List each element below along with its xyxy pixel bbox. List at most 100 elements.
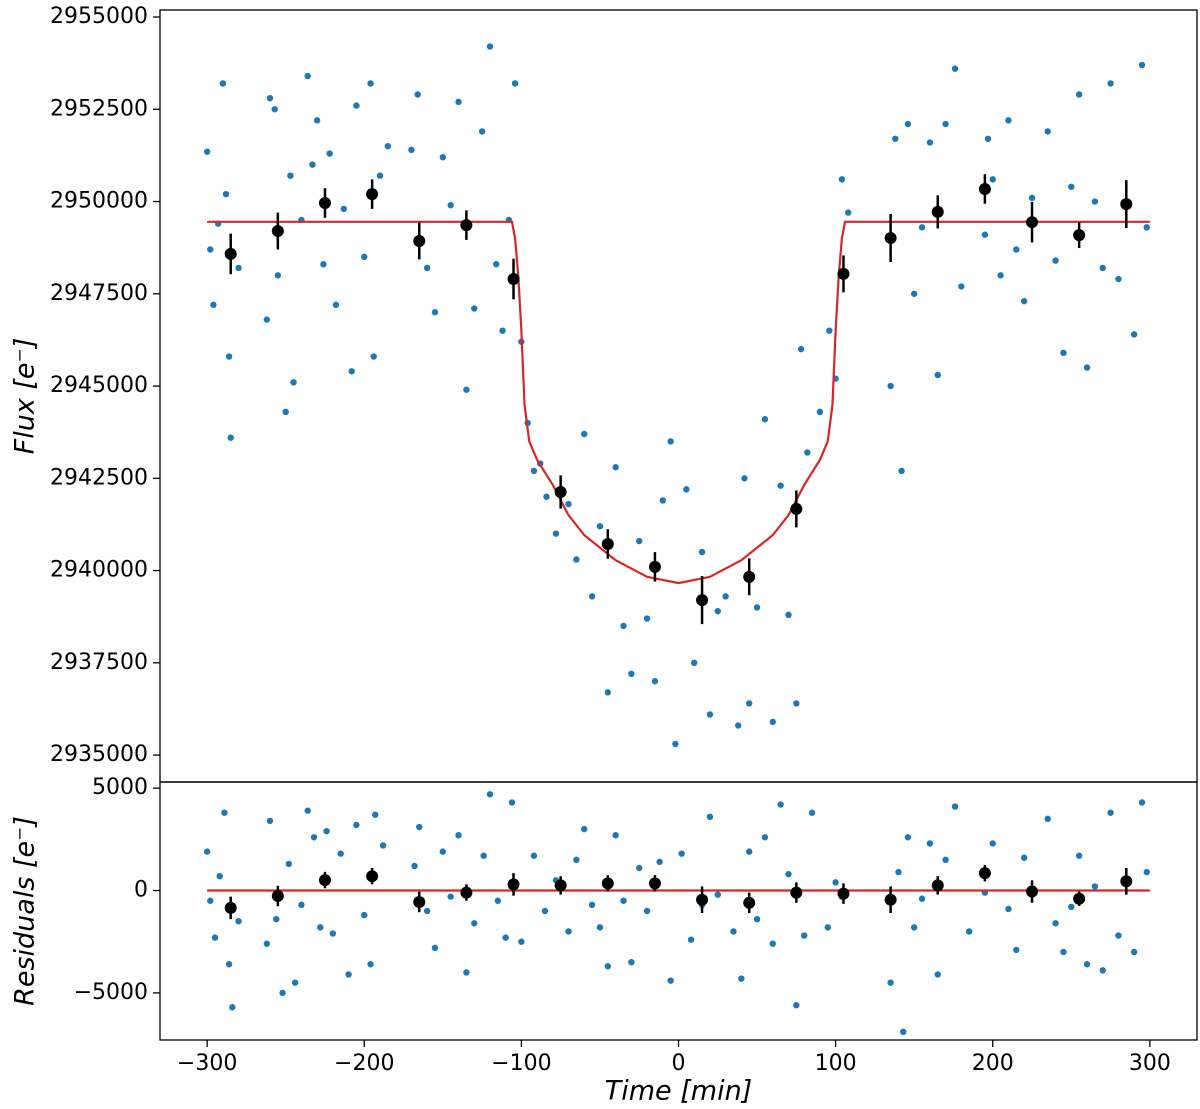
- data-point: [1107, 80, 1114, 87]
- data-point: [1044, 128, 1051, 135]
- data-point: [431, 309, 439, 316]
- binned-point: [224, 901, 237, 914]
- data-point: [345, 971, 352, 978]
- data-point: [667, 438, 674, 445]
- data-point: [636, 537, 643, 545]
- binned-point: [884, 232, 897, 245]
- data-point: [565, 928, 572, 935]
- y-tick-label: 2937500: [50, 650, 148, 675]
- data-point: [1099, 264, 1106, 272]
- x-tick-label: −300: [177, 1051, 237, 1076]
- data-point: [211, 934, 219, 941]
- binned-point: [790, 886, 803, 899]
- data-point: [1020, 297, 1028, 305]
- data-point: [951, 65, 959, 72]
- data-point: [951, 803, 959, 810]
- data-point: [824, 924, 831, 931]
- data-point: [706, 711, 714, 718]
- data-point: [1068, 903, 1075, 911]
- data-point: [1052, 257, 1059, 264]
- data-point: [408, 146, 415, 154]
- data-point: [1013, 246, 1020, 253]
- x-tick-label: 0: [672, 1051, 686, 1076]
- data-point: [235, 918, 242, 925]
- data-point: [910, 924, 918, 931]
- binned-point: [601, 537, 614, 550]
- data-point: [678, 850, 685, 857]
- x-tick-label: 200: [972, 1051, 1014, 1076]
- data-point: [372, 811, 379, 818]
- data-point: [1005, 905, 1012, 913]
- data-point: [221, 809, 228, 816]
- data-point: [447, 893, 454, 900]
- y-tick-label: −5000: [74, 980, 148, 1005]
- binned-point: [507, 878, 520, 891]
- data-point: [493, 261, 500, 268]
- data-point: [934, 371, 941, 379]
- data-point: [1138, 61, 1146, 69]
- data-point: [1143, 224, 1150, 231]
- data-point: [730, 928, 737, 935]
- data-point: [326, 150, 333, 157]
- data-point: [735, 722, 742, 729]
- binned-point: [507, 273, 520, 286]
- data-point: [543, 493, 550, 500]
- binned-point: [790, 502, 803, 515]
- data-point: [353, 102, 360, 109]
- data-point: [447, 202, 454, 209]
- data-point: [942, 120, 949, 128]
- data-point: [478, 128, 486, 135]
- data-point: [439, 848, 447, 855]
- y-tick-label: 2942500: [50, 465, 148, 490]
- data-point: [1052, 920, 1059, 927]
- data-point: [691, 659, 698, 667]
- binned-point: [696, 594, 709, 607]
- binned-point: [366, 188, 379, 201]
- data-point: [769, 940, 776, 947]
- data-point: [222, 190, 230, 198]
- data-point: [761, 416, 769, 423]
- data-point: [612, 832, 619, 839]
- y-tick-label: 0: [134, 878, 148, 903]
- data-point: [785, 870, 792, 878]
- data-point: [367, 961, 374, 968]
- y-tick-label: 2945000: [50, 373, 148, 398]
- data-point: [573, 556, 580, 563]
- data-point: [207, 897, 214, 904]
- y-tick-label: 2935000: [50, 742, 148, 767]
- data-point: [604, 689, 611, 696]
- binned-point: [271, 225, 284, 238]
- data-point: [1020, 854, 1028, 861]
- data-point: [620, 897, 627, 904]
- data-point: [1115, 275, 1122, 283]
- data-point: [1130, 331, 1138, 338]
- data-point: [1060, 948, 1067, 956]
- panel: [203, 43, 1150, 748]
- data-point: [285, 860, 293, 868]
- x-tick-label: −100: [491, 1051, 551, 1076]
- data-point: [379, 842, 387, 849]
- data-point: [628, 670, 635, 678]
- data-point: [1005, 117, 1012, 124]
- data-point: [310, 834, 318, 841]
- data-point: [581, 430, 588, 438]
- data-point: [984, 135, 992, 142]
- data-point: [620, 622, 627, 630]
- data-point: [282, 408, 289, 416]
- data-point: [463, 969, 470, 976]
- data-point: [643, 907, 651, 915]
- axes-frame: [159, 9, 1198, 783]
- data-point: [1143, 868, 1150, 876]
- data-point: [298, 901, 305, 909]
- data-point: [480, 852, 487, 859]
- binned-point: [743, 896, 756, 909]
- binned-point: [648, 560, 661, 573]
- data-point: [573, 856, 580, 864]
- data-point: [746, 848, 753, 855]
- data-point: [1099, 967, 1106, 974]
- data-point: [486, 43, 494, 50]
- data-point: [266, 817, 274, 825]
- binned-point: [271, 890, 284, 903]
- binned-point: [460, 886, 473, 899]
